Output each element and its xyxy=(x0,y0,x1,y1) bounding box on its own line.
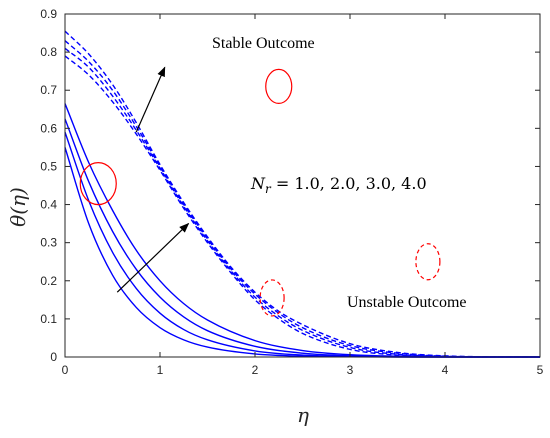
solid-series-line-3 xyxy=(64,118,540,358)
x-tick-label: 1 xyxy=(157,363,164,377)
y-tick-label: 0.3 xyxy=(40,236,57,250)
y-tick-label: 0.8 xyxy=(40,45,57,59)
trend-arrow-1 xyxy=(135,66,166,133)
solid-series-line-4 xyxy=(64,103,541,358)
parameter-values: = 1.0, 2.0, 3.0, 4.0 xyxy=(271,174,427,193)
parameter-symbol: N xyxy=(250,174,266,193)
y-tick-label: 0 xyxy=(50,350,57,364)
y-tick-label: 0.9 xyxy=(40,7,57,21)
x-tick-label: 3 xyxy=(347,363,354,377)
unstable-outcome-label: Unstable Outcome xyxy=(347,294,467,311)
plot-frame xyxy=(64,13,541,358)
series-lines xyxy=(64,30,541,358)
y-tick-label: 0.1 xyxy=(40,312,57,326)
x-tick-label: 2 xyxy=(252,363,259,377)
ellipse-markers xyxy=(79,68,441,317)
x-tick-label: 5 xyxy=(537,363,544,377)
x-axis-label: η xyxy=(297,403,309,427)
trend-arrow-2 xyxy=(116,222,190,293)
y-tick-label: 0.7 xyxy=(40,83,57,97)
parameter-subscript: r xyxy=(265,182,272,196)
y-tick-label: 0.6 xyxy=(40,121,57,135)
trend-arrows xyxy=(116,66,190,293)
dashed-ellipse-marker-3 xyxy=(259,279,285,317)
solid-series-line-2 xyxy=(64,131,540,358)
solid-ellipse-marker-1 xyxy=(79,161,117,206)
solid-ellipse-marker-2 xyxy=(265,68,293,105)
y-tick-label: 0.2 xyxy=(40,274,57,288)
y-tick-label: 0.4 xyxy=(40,198,57,212)
y-tick-label: 0.5 xyxy=(40,159,57,173)
dashed-series-line-7 xyxy=(64,40,541,358)
x-tick-label: 4 xyxy=(442,363,449,377)
axis-ticks: 0 1 2 3 4 5 0 0.1 0.2 0.3 0.4 0.5 0.6 0.7 0.8 0.9 xyxy=(40,7,543,377)
x-tick-label: 0 xyxy=(62,363,69,377)
dashed-series-line-6 xyxy=(64,47,541,358)
parameter-label: Nr = 1.0, 2.0, 3.0, 4.0 xyxy=(250,174,427,196)
stable-outcome-label: Stable Outcome xyxy=(212,35,315,52)
dashed-ellipse-marker-4 xyxy=(415,243,441,281)
y-axis-label: θ(η) xyxy=(6,187,30,227)
dashed-series-line-8 xyxy=(64,30,541,358)
dashed-series-line-5 xyxy=(64,55,541,358)
